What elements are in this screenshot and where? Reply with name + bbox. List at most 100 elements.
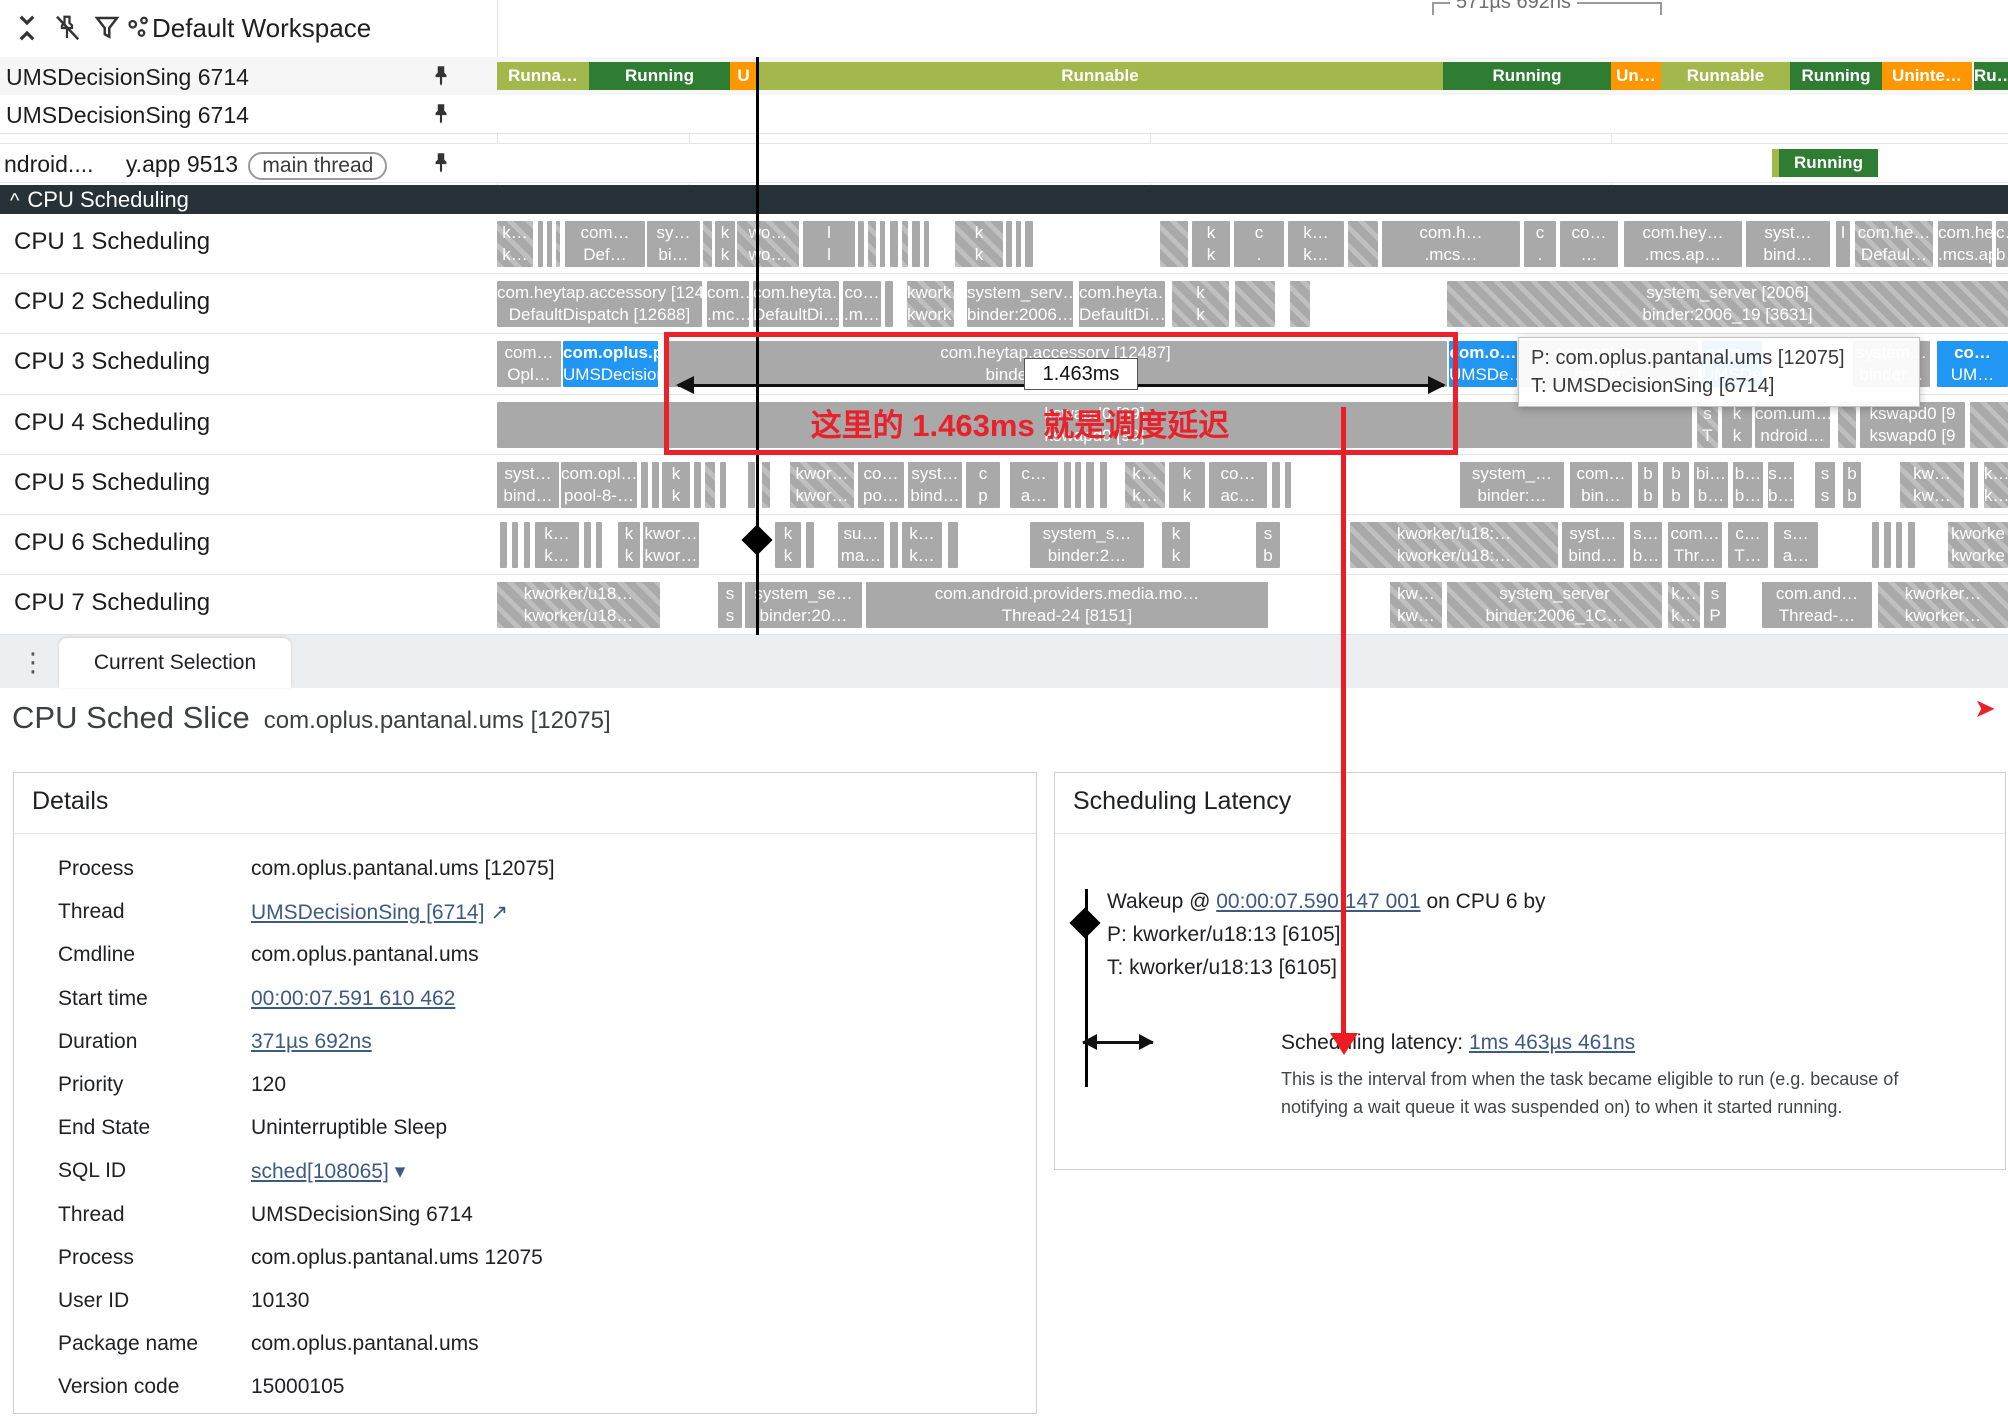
cpu-slice[interactable]: system_s… binder:2… [1030, 522, 1144, 568]
cpu-slice[interactable] [703, 221, 712, 267]
cpu-slice[interactable]: com.heyta… DefaultDi… [1079, 281, 1165, 327]
cpu-slice[interactable] [948, 522, 958, 568]
cpu-slice[interactable] [1884, 522, 1891, 568]
cpu-slice[interactable]: kworke kworke [1948, 522, 2008, 568]
cpu-slice[interactable]: s… b… [1630, 522, 1662, 568]
cpu-slice[interactable]: k… k… [1984, 462, 2008, 508]
cpu-slice[interactable] [902, 221, 908, 267]
sched-state-segment[interactable]: Runnable [1661, 62, 1790, 90]
cpu-slice[interactable]: k… k… [497, 221, 533, 267]
pin-icon[interactable] [428, 62, 454, 90]
cpu-slice[interactable] [924, 221, 929, 267]
cpu-slice[interactable]: kworker/u18:… kworker/u18:… [1350, 522, 1558, 568]
cpu-slice[interactable]: l [1836, 221, 1850, 267]
thread-track-main-thread[interactable]: ndroid.... y.app 9513 main thread Runnin… [0, 143, 2008, 183]
sched-state-segment[interactable]: Uninte… [1882, 62, 1972, 90]
cpu-slice[interactable] [890, 221, 898, 267]
cpu-slice[interactable] [1970, 462, 1978, 508]
cpu-slice[interactable]: com… Thr… [1668, 522, 1722, 568]
cpu-slice[interactable]: s… b… [1768, 462, 1794, 508]
cpu-slice[interactable] [1025, 221, 1033, 267]
workspace-icon[interactable] [124, 13, 154, 43]
cpu-slice[interactable]: c. [1524, 221, 1556, 267]
cpu-slice[interactable]: com.um… ndroid… [1755, 402, 1830, 448]
cpu-slice[interactable]: wo… wo… [737, 221, 799, 267]
cpu-slice[interactable] [1086, 462, 1094, 508]
cpu-slice[interactable]: su… ma… [838, 522, 884, 568]
cpu-slice[interactable] [885, 281, 893, 327]
cpu-slice[interactable]: co… .m… [843, 281, 881, 327]
thread-track-umsdecisionsing-2[interactable]: UMSDecisionSing 6714 [0, 95, 2008, 134]
cpu-scheduling-group-header[interactable]: ^ CPU Scheduling [0, 185, 2008, 214]
cpu-slice[interactable] [547, 221, 552, 267]
sched-state-segment[interactable]: Running [589, 62, 730, 90]
cpu-slice[interactable]: c… b… [1996, 221, 2008, 267]
pin-icon[interactable] [428, 149, 454, 177]
cpu-slice[interactable]: kswapd0 [9 kswapd0 [9 [1860, 402, 1965, 448]
cpu-slice[interactable] [912, 221, 920, 267]
cpu-slice[interactable] [694, 462, 701, 508]
cpu-slice[interactable]: k… k… [1288, 221, 1344, 267]
cpu-slice[interactable] [1908, 522, 1915, 568]
cpu-slice[interactable]: com.hey… .mcs.ap… [1624, 221, 1742, 267]
cpu-slice[interactable] [1285, 462, 1291, 508]
cpu-slice[interactable]: com… Opl… [497, 341, 561, 387]
cpu-slice[interactable]: kw… kw… [1900, 462, 1964, 508]
cpu-slice[interactable]: com… bin… [1570, 462, 1632, 508]
cpu-slice[interactable] [1100, 462, 1107, 508]
cpu-slice[interactable]: kwor… kwor… [643, 522, 699, 568]
cpu-slice[interactable] [1970, 402, 2008, 448]
sched-state-segment[interactable]: Ru… [1974, 62, 2008, 90]
cpu-slice[interactable]: com.o… UMSDe… [1449, 341, 1517, 387]
cpu-slice[interactable]: com.heytap.accessory [1248… DefaultDispat… [497, 281, 702, 327]
cpu-slice[interactable] [1872, 522, 1879, 568]
cpu-slice[interactable]: com.he… Defaul… [1855, 221, 1933, 267]
sched-state-segment[interactable]: Runnable [757, 62, 1443, 90]
cpu-slice[interactable]: kswapd0 [99] kswapd0 [99] [497, 402, 1692, 448]
sched-state-segment[interactable]: Running [1790, 62, 1882, 90]
cpu-slice[interactable] [524, 522, 530, 568]
cpu-slice[interactable]: sy… bi… [647, 221, 700, 267]
detail-value-link[interactable]: 371µs 692ns [251, 1029, 372, 1053]
cpu-slice[interactable] [1160, 221, 1188, 267]
cpu-slice[interactable]: k… k… [1125, 462, 1165, 508]
cpu-slice[interactable]: system_se… binder:20… [745, 582, 862, 628]
cpu-slice[interactable] [1235, 281, 1275, 327]
unpin-all-icon[interactable] [52, 13, 82, 43]
dropdown-caret-icon[interactable]: ▾ [394, 1160, 406, 1184]
wakeup-time-link[interactable]: 00:00:07.590 147 001 [1216, 890, 1421, 913]
latency-value-link[interactable]: 1ms 463µs 461ns [1468, 1031, 1636, 1054]
thread-track-umsdecisionsing-1[interactable]: UMSDecisionSing 6714 Runna… Running U Runna… [0, 57, 2008, 96]
detail-value-link[interactable]: 00:00:07.591 610 462 [251, 986, 456, 1010]
external-link-icon[interactable]: ↗ [490, 901, 509, 925]
cpu-slice[interactable]: com.oplus.pan… UMSDecisionSi… [563, 341, 658, 387]
cpu-slice[interactable] [1272, 462, 1280, 508]
cpu-slice[interactable]: k… k… [535, 522, 579, 568]
cpu-slice[interactable]: syst… bind… [1746, 221, 1830, 267]
cpu-slice[interactable] [596, 522, 602, 568]
cpu-slice[interactable]: com.h… .mcs… [1382, 221, 1520, 267]
cpu-slice[interactable]: co… UM… [1937, 341, 2008, 387]
cpu-slice[interactable]: com.heyta… DefaultDi… [753, 281, 839, 327]
cpu-slice[interactable] [1838, 402, 1856, 448]
detail-value-link[interactable]: UMSDecisionSing [6714] [251, 901, 485, 925]
cpu-slice[interactable]: kwor… kwor… [790, 462, 854, 508]
cpu-slice[interactable]: kwork… kwork… [907, 281, 954, 327]
cpu-slice[interactable]: system_server binder:2006_1C… [1447, 582, 1662, 628]
cpu-slice[interactable] [1290, 281, 1310, 327]
cpu-slice[interactable]: c. [1234, 221, 1284, 267]
